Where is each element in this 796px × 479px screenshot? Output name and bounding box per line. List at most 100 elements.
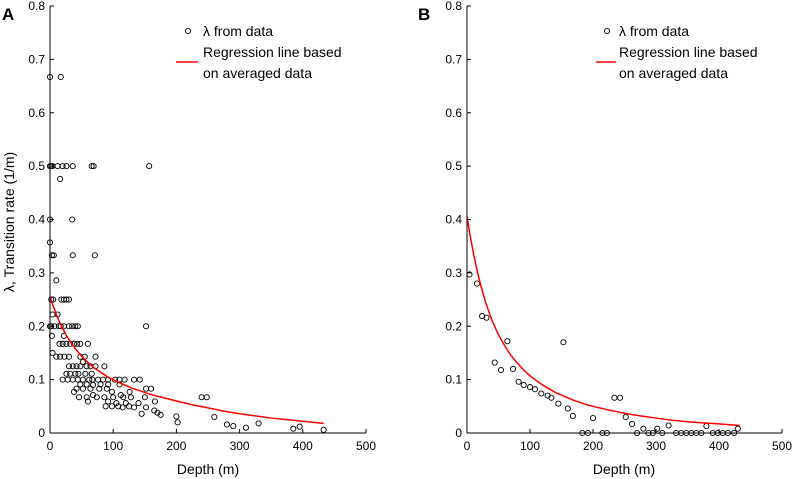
data-point xyxy=(54,163,61,170)
data-point xyxy=(69,163,76,170)
data-point xyxy=(92,353,99,360)
data-point xyxy=(90,163,97,170)
data-point xyxy=(50,252,57,259)
x-tick-label: 100 xyxy=(520,439,540,453)
data-point xyxy=(617,394,624,401)
data-point xyxy=(75,370,82,377)
data-point xyxy=(56,340,63,347)
data-point xyxy=(526,384,534,391)
data-point xyxy=(564,405,571,412)
data-point xyxy=(290,425,297,432)
data-point xyxy=(255,420,262,427)
y-tick-label: 0 xyxy=(455,426,462,440)
y-tick-label: 0.8 xyxy=(28,0,45,13)
data-point xyxy=(143,385,150,392)
data-point xyxy=(703,423,710,430)
data-point xyxy=(73,363,80,370)
y-tick-label: 0.7 xyxy=(445,52,462,66)
data-point xyxy=(105,381,112,388)
data-point xyxy=(122,400,129,407)
data-point xyxy=(223,421,231,428)
data-point xyxy=(135,400,142,407)
data-point xyxy=(59,376,66,383)
data-point xyxy=(69,363,76,370)
data-point xyxy=(79,385,86,392)
data-point xyxy=(79,376,86,383)
data-point xyxy=(83,394,90,401)
data-point xyxy=(65,353,73,360)
data-point xyxy=(76,394,83,401)
data-point xyxy=(70,388,78,395)
data-point xyxy=(320,426,327,433)
data-point xyxy=(126,388,133,395)
y-tick-label: 0.7 xyxy=(28,52,45,66)
data-point xyxy=(120,394,127,401)
data-point xyxy=(296,423,303,430)
scatter-series xyxy=(46,73,327,433)
x-tick-label: 400 xyxy=(293,439,313,453)
data-point xyxy=(48,323,55,330)
data-point xyxy=(67,370,74,377)
data-point xyxy=(143,323,150,330)
y-tick-label: 0.5 xyxy=(28,159,45,173)
data-point xyxy=(504,338,511,345)
legend-entry-regression: Regression line based xyxy=(619,44,758,60)
data-point xyxy=(65,296,73,303)
data-point xyxy=(84,398,91,405)
y-tick-label: 0.8 xyxy=(445,0,462,13)
data-point xyxy=(654,425,661,432)
data-point xyxy=(97,381,104,388)
data-point xyxy=(110,394,117,401)
data-point xyxy=(136,376,143,383)
x-tick-label: 300 xyxy=(646,439,666,453)
data-point xyxy=(74,376,81,383)
y-tick-label: 0.5 xyxy=(445,159,462,173)
data-point xyxy=(91,252,98,259)
data-point xyxy=(491,359,498,366)
data-point xyxy=(497,366,505,374)
regression-line xyxy=(49,296,324,425)
data-point xyxy=(173,413,180,420)
data-point xyxy=(138,410,145,417)
data-point xyxy=(125,403,133,410)
data-point xyxy=(640,425,647,432)
y-tick-label: 0.6 xyxy=(445,106,462,120)
data-point xyxy=(611,394,618,401)
data-point xyxy=(57,73,64,81)
data-point xyxy=(57,353,64,360)
x-tick-label: 200 xyxy=(583,439,603,453)
data-point xyxy=(569,412,576,419)
data-point xyxy=(93,394,100,401)
data-point xyxy=(474,280,481,287)
y-tick-label: 0.2 xyxy=(28,319,45,333)
data-point xyxy=(100,376,107,383)
data-point xyxy=(84,340,91,347)
legend: λ from data Regression line based on ave… xyxy=(176,23,342,81)
data-point xyxy=(96,385,103,392)
data-point xyxy=(89,376,96,383)
data-point xyxy=(121,376,128,383)
y-tick-label: 0.3 xyxy=(445,266,462,280)
legend-entry-regression-cont: on averaged data xyxy=(619,65,728,81)
data-point xyxy=(131,376,138,383)
data-point xyxy=(51,323,58,330)
y-tick-label: 0.1 xyxy=(28,373,45,387)
data-point xyxy=(102,403,109,410)
data-point xyxy=(146,163,153,170)
data-point xyxy=(69,376,76,383)
legend-entry-regression: Regression line based xyxy=(203,44,342,60)
data-point xyxy=(72,370,79,377)
panel-label: A xyxy=(2,5,14,24)
data-point xyxy=(101,394,108,401)
data-point xyxy=(61,353,68,360)
data-point xyxy=(203,394,210,401)
data-point xyxy=(538,390,545,397)
data-point xyxy=(48,332,55,339)
ticks: 0 100 200 300 400 500 0 0.1 0.2 0.3 0.4 0.5 0.6 0.7 0.… xyxy=(28,0,376,453)
data-point xyxy=(69,252,76,259)
data-point xyxy=(589,415,597,422)
x-tick-label: 0 xyxy=(47,439,54,453)
x-tick-label: 400 xyxy=(709,439,729,453)
y-tick-label: 0.4 xyxy=(28,213,45,227)
ticks: 0 100 200 300 400 500 0 0.1 0.2 0.3 0.4 0.5 0.6 0.7 0.… xyxy=(445,0,792,453)
